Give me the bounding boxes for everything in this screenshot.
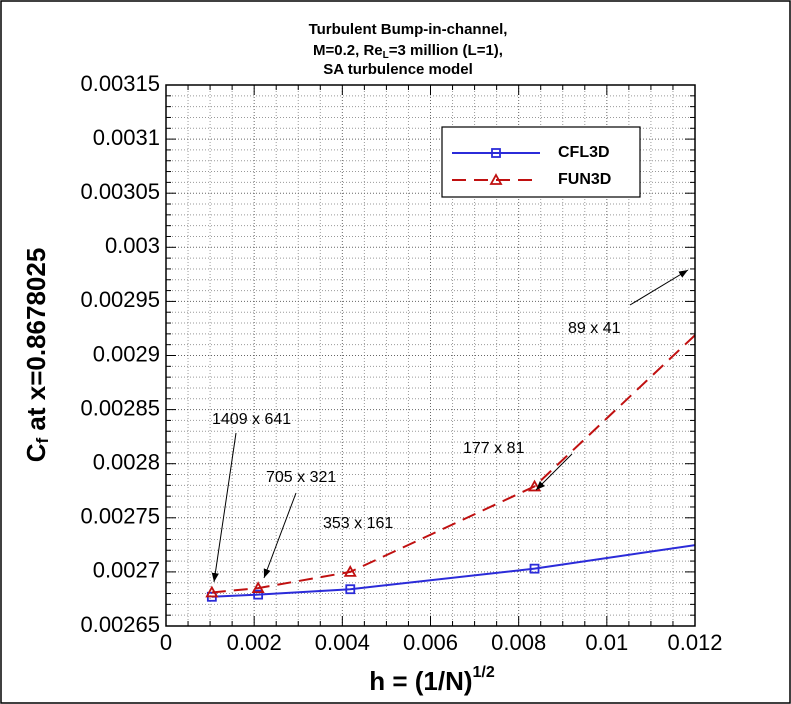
annotations: 1409 x 641 705 x 321 353 x 161 177 x 81 89 x…	[211, 269, 689, 583]
x-tick-label: 0.012	[667, 630, 722, 655]
annotation-arrow	[263, 492, 297, 579]
title-line: Turbulent Bump-in-channel,	[309, 21, 508, 38]
x-tick-label: 0.006	[403, 630, 458, 655]
y-tick-label: 0.0031	[93, 125, 160, 150]
legend-box	[441, 126, 641, 198]
series-line	[211, 333, 695, 594]
annotation: 89 x 41	[568, 320, 621, 337]
x-tick-label: 0.002	[227, 630, 282, 655]
annotation: 1409 x 641	[212, 411, 291, 428]
x-tick-label: 0.004	[315, 630, 370, 655]
annotation: 705 x 321	[266, 469, 336, 486]
x-label-main: h = (1/N)	[369, 666, 472, 696]
legend-label: CFL3D	[558, 144, 610, 161]
y-label-end: at x=0.8678025	[21, 248, 51, 438]
legend-label: FUN3D	[558, 171, 611, 188]
y-tick-label: 0.00315	[80, 71, 160, 96]
y-tick-label: 0.003	[105, 233, 160, 258]
point	[251, 581, 265, 594]
title-text: =3 million (L=1),	[389, 42, 503, 59]
y-tick-label: 0.00285	[80, 395, 160, 420]
x-tick-label: 0.01	[585, 630, 628, 655]
y-tick-label: 0.00275	[80, 504, 160, 529]
plot-area	[205, 333, 695, 602]
y-tick-label: 0.00305	[80, 179, 160, 204]
title-line: M=0.2, ReL=3 million (L=1),	[313, 42, 503, 61]
point	[529, 563, 540, 574]
annotation: 177 x 81	[463, 440, 524, 457]
title-sub: L	[383, 50, 389, 61]
annotation-arrow	[629, 269, 689, 306]
point	[345, 584, 356, 595]
point	[343, 565, 357, 577]
y-tick-label: 0.00265	[80, 612, 160, 637]
y-tick-label: 0.0027	[93, 558, 160, 583]
title-text: M=0.2, Re	[313, 42, 383, 59]
ticks: 0 0.002 0.004 0.006 0.008 0.01 0.012 0.00265 0.0…	[80, 71, 722, 655]
y-tick-label: 0.00295	[80, 287, 160, 312]
y-tick-label: 0.0028	[93, 450, 160, 475]
x-tick-label: 0	[160, 630, 172, 655]
legend: CFL3D FUN3D	[441, 126, 641, 198]
annotation-arrow	[535, 453, 573, 491]
series-line	[211, 544, 695, 598]
x-tick-label: 0.008	[491, 630, 546, 655]
y-axis-label: Cf at x=0.8678025	[21, 248, 53, 463]
x-label-sup: 1/2	[473, 664, 495, 681]
y-label-sub: f	[33, 438, 52, 444]
title-line: SA turbulence model	[323, 61, 472, 78]
point	[253, 589, 264, 600]
annotation-arrow	[211, 432, 237, 583]
point	[205, 585, 219, 598]
legend-marker	[491, 148, 501, 158]
y-label-main: C	[21, 443, 51, 462]
x-axis-label: h = (1/N)1/2	[369, 664, 495, 696]
legend-marker	[489, 173, 503, 185]
y-tick-label: 0.0029	[93, 341, 160, 366]
annotation: 353 x 161	[323, 515, 393, 532]
